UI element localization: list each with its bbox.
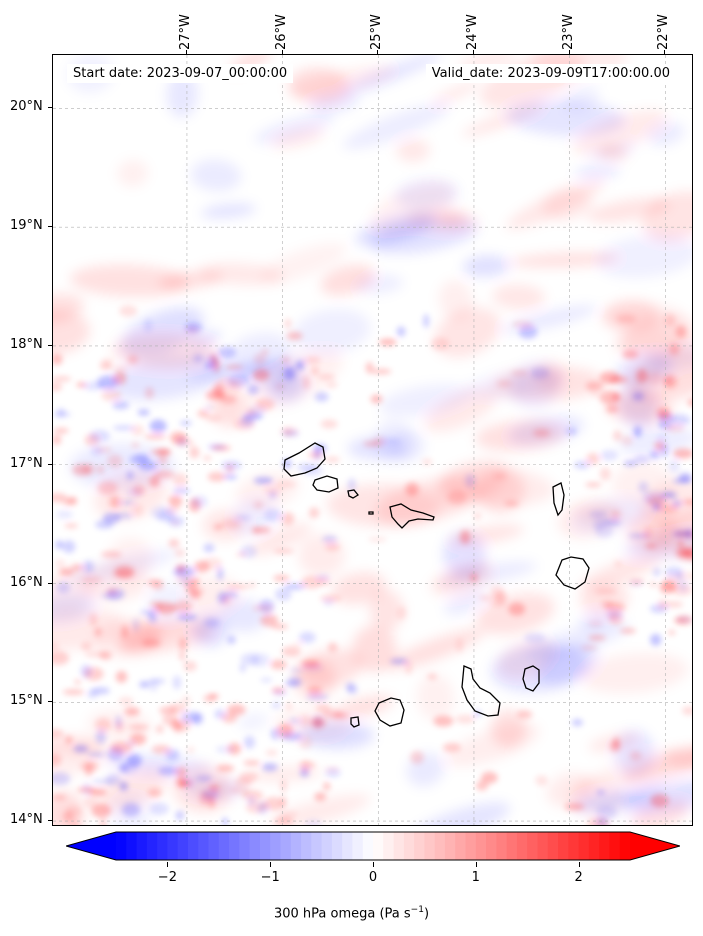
island-fogo	[374, 697, 405, 727]
valid-date-label: Valid_date: 2023-09-09T17:00:00.00	[425, 64, 676, 83]
island-sao-vicente	[312, 475, 339, 493]
lat-tick-label: 16°N	[10, 574, 43, 590]
island-santa-luzia	[347, 489, 359, 499]
colorbar	[64, 831, 682, 861]
coastline-layer	[283, 442, 590, 728]
start-date-label: Start date: 2023-09-07_00:00:00	[67, 64, 294, 83]
omega-field-map	[53, 55, 692, 825]
island-sal	[552, 482, 565, 517]
lat-tick-label: 18°N	[10, 336, 43, 352]
colorbar-tick-label: 1	[471, 870, 480, 885]
colorbar-tick-label: −1	[260, 870, 280, 885]
colorbar-label: 300 hPa omega (Pa s−1)	[273, 905, 430, 922]
graticule-layer	[53, 55, 692, 825]
island-brava	[350, 716, 360, 728]
island-sao-nicolau	[389, 503, 435, 529]
lat-tick-label: 20°N	[10, 99, 43, 115]
island-maio	[522, 665, 540, 692]
colorbar-graphic	[64, 831, 682, 861]
lat-tick-label: 14°N	[10, 812, 43, 828]
colorbar-extend-max	[630, 832, 680, 860]
colorbar-tick-label: 2	[574, 870, 583, 885]
lat-tick-label: 19°N	[10, 218, 43, 234]
omega-field-layer	[53, 55, 692, 825]
island-santiago	[461, 665, 501, 717]
island-branco	[368, 511, 374, 515]
lat-tick-label: 15°N	[10, 693, 43, 709]
island-santo-antao	[283, 442, 326, 477]
colorbar-tick-label: 0	[368, 870, 378, 885]
colorbar-tick-label: −2	[157, 870, 177, 885]
colorbar-extend-min	[66, 832, 116, 860]
island-boa-vista	[555, 556, 590, 590]
map-panel[interactable]: Start date: 2023-09-07_00:00:00 Valid_da…	[52, 54, 693, 826]
lat-tick-label: 17°N	[10, 455, 43, 471]
